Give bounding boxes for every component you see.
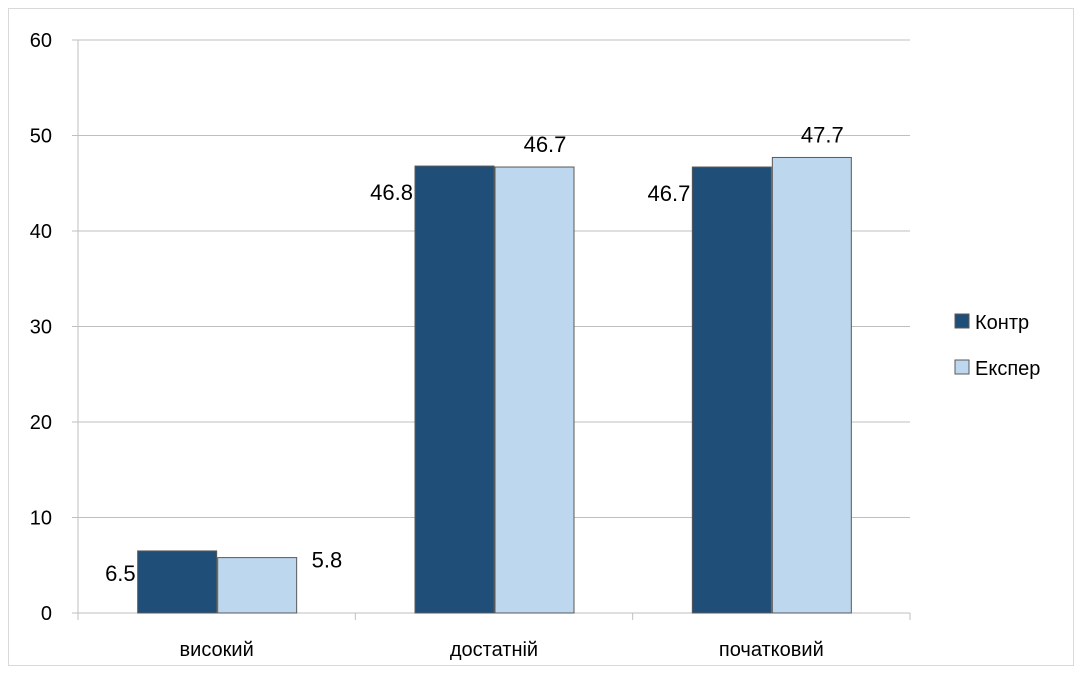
legend-label: Контр [975,312,1029,334]
y-tick-label: 0 [41,603,52,625]
x-category-label: високий [180,639,254,661]
y-tick-label: 50 [30,126,52,148]
legend-swatch [954,313,970,329]
data-label: 46.8 [370,180,413,205]
legend-label: Експер [975,358,1040,380]
bar-series2 [771,156,852,614]
legend-swatch [954,359,970,375]
x-category-label: початковий [719,639,824,661]
y-tick-label: 30 [30,317,52,339]
data-label: 47.7 [801,122,844,147]
bar-series1 [691,166,772,614]
data-label: 46.7 [648,181,691,206]
bar-series1 [414,165,495,614]
x-category-label: достатній [450,639,538,661]
y-tick-label: 20 [30,412,52,434]
y-tick-label: 60 [30,30,52,52]
data-label: 46.7 [524,132,567,157]
y-tick-label: 10 [30,508,52,530]
bar-series2 [494,166,575,614]
data-label: 6.5 [105,561,136,586]
bar-series2 [217,557,298,614]
y-tick-label: 40 [30,221,52,243]
data-label: 5.8 [312,548,343,573]
bar-series1 [137,550,218,614]
